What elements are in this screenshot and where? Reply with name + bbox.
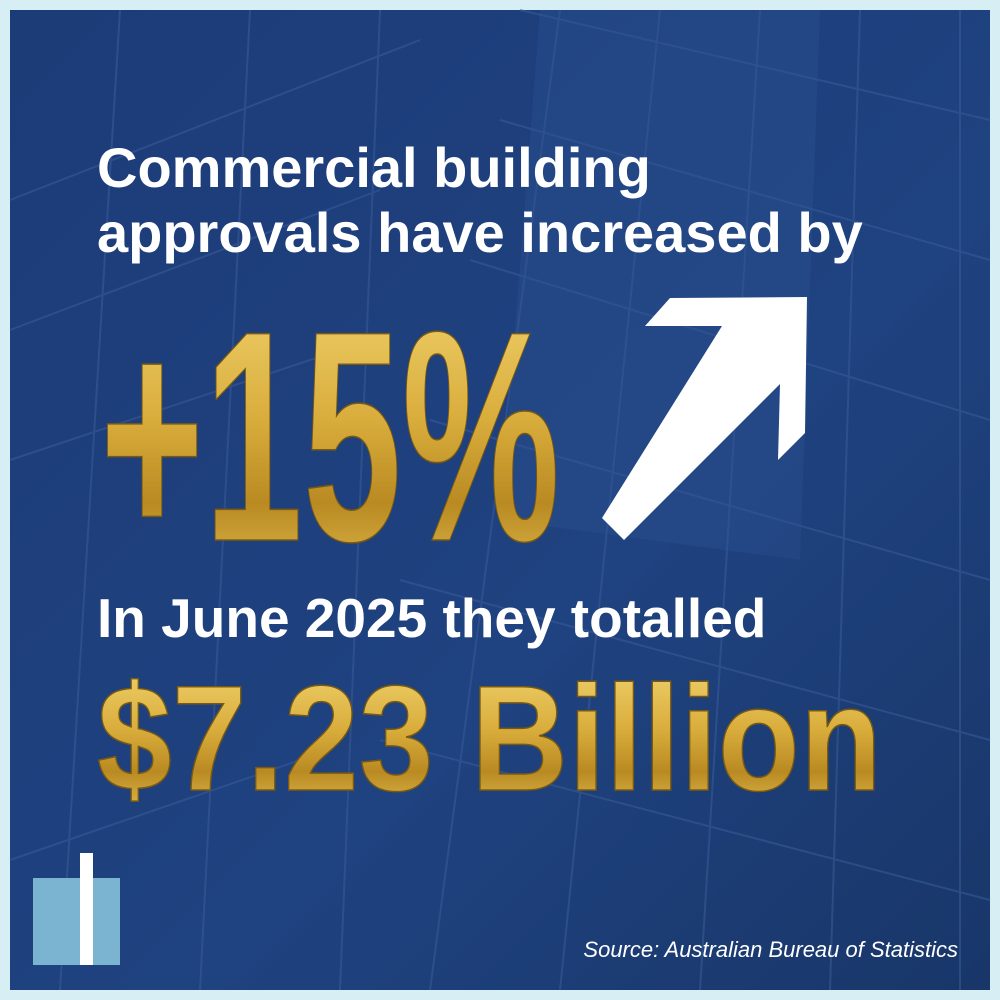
headline-line: Commercial building <box>97 136 651 199</box>
total-stat: $7.23 Billion <box>97 654 882 822</box>
source: Source: Australian Bureau of Statistics <box>583 937 958 962</box>
logo <box>33 853 120 965</box>
up-arrow <box>602 297 807 540</box>
headline-line: approvals have increased by <box>97 201 863 264</box>
background <box>10 10 990 990</box>
increase-stat: +15% <box>100 268 560 604</box>
subline: In June 2025 they totalled <box>97 587 766 649</box>
